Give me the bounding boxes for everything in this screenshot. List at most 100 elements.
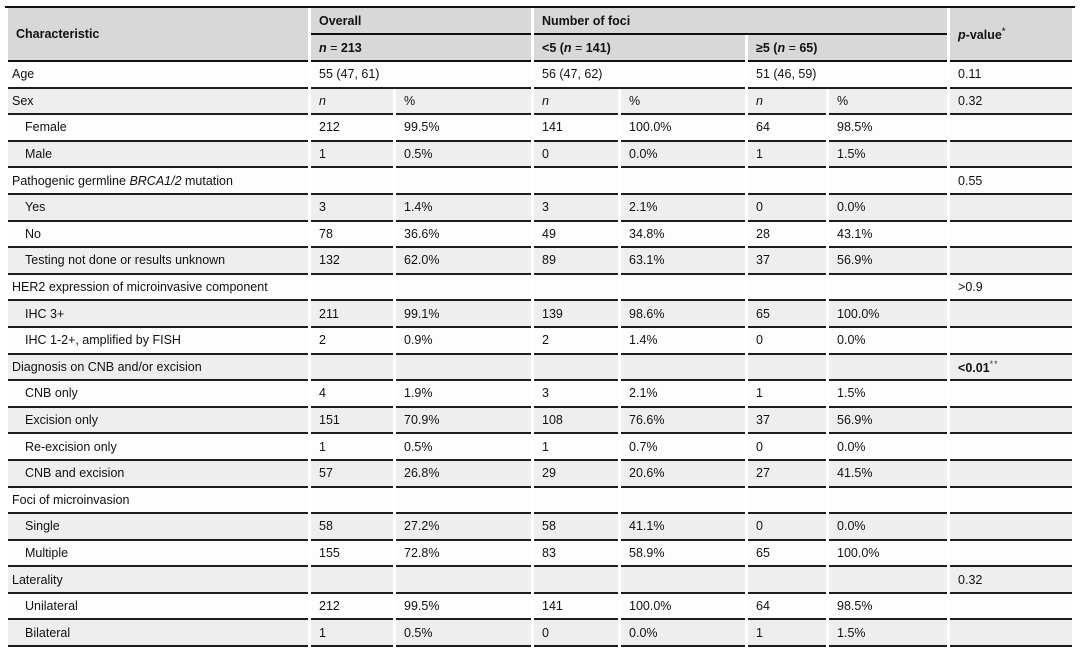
cell-ge5-n: [748, 487, 827, 515]
row-label: Male: [8, 141, 308, 169]
cell-p-value: [950, 194, 1073, 222]
cell-overall-n: 78: [311, 221, 393, 249]
cell-overall-pct: 99.5%: [396, 593, 532, 621]
row-label: Bilateral: [8, 620, 308, 648]
cell-overall-pct: 0.5%: [396, 141, 532, 169]
cell-lt5-pct: 63.1%: [621, 248, 746, 275]
cell-ge5-n: 64: [748, 115, 827, 142]
text-segment: <0.01: [958, 360, 990, 375]
col-header-lt5-n: <5 (n = 141): [534, 35, 746, 62]
cell-p-value: [950, 487, 1073, 515]
cell-p-value: 0.32: [950, 88, 1073, 116]
cell-ge5-pct: 0.0%: [829, 327, 948, 355]
table-row-foci-single: Single 58 27.2% 58 41.1% 0 0.0%: [8, 514, 1073, 541]
cell-lt5-pct: 100.0%: [621, 593, 746, 621]
cell-overall-n: [311, 274, 393, 302]
cell-lt5-n: 83: [534, 540, 619, 568]
cell-ge5-pct: 56.9%: [829, 407, 948, 435]
cell-lt5-n: 49: [534, 221, 619, 249]
cell-lt5-n: 56 (47, 62): [534, 62, 746, 89]
cell-overall-n: n: [311, 88, 393, 116]
cell-lt5-n: 29: [534, 460, 619, 488]
cell-lt5-pct: [621, 567, 746, 594]
cell-overall-n: 3: [311, 194, 393, 222]
cell-overall-n: 58: [311, 514, 393, 541]
col-header-ge5-n: ≥5 (n = 65): [748, 35, 948, 62]
cell-p-value: 0.11: [950, 62, 1073, 89]
cell-overall-n: 2: [311, 327, 393, 355]
cell-overall-n: 151: [311, 407, 393, 435]
row-label: Pathogenic germline BRCA1/2 mutation: [8, 168, 308, 195]
cell-ge5-n: 1: [748, 381, 827, 408]
cell-lt5-pct: 58.9%: [621, 540, 746, 568]
col-header-overall: Overall: [311, 8, 532, 35]
cell-overall-pct: [396, 274, 532, 302]
cell-lt5-n: 108: [534, 407, 619, 435]
text-segment: 141): [585, 40, 611, 55]
cell-p-value: [950, 540, 1073, 568]
cell-overall-pct: 1.4%: [396, 194, 532, 222]
cell-lt5-pct: 0.0%: [621, 620, 746, 648]
table-row-laterality-unilateral: Unilateral 212 99.5% 141 100.0% 64 98.5%: [8, 593, 1073, 621]
text-segment: <5 (: [542, 40, 564, 55]
cell-overall-pct: 0.9%: [396, 327, 532, 355]
row-label: Multiple: [8, 540, 308, 568]
row-label: No: [8, 221, 308, 249]
col-header-p-value: p-value*: [950, 8, 1073, 62]
cell-lt5-n: [534, 567, 619, 594]
cell-ge5-n: 37: [748, 248, 827, 275]
cell-ge5-pct: 1.5%: [829, 141, 948, 169]
cell-ge5-pct: 41.5%: [829, 460, 948, 488]
cell-ge5-pct: 0.0%: [829, 194, 948, 222]
cell-ge5-n: 1: [748, 141, 827, 169]
cell-ge5-pct: 100.0%: [829, 540, 948, 568]
cell-overall-pct: 0.5%: [396, 434, 532, 461]
cell-lt5-pct: 0.0%: [621, 141, 746, 169]
clinical-characteristics-table: Characteristic Overall Number of foci p-val…: [5, 8, 1075, 648]
table-row-brca-mutation: Pathogenic germline BRCA1/2 mutation 0.55: [8, 168, 1073, 195]
table-row-sex-female: Female 212 99.5% 141 100.0% 64 98.5%: [8, 115, 1073, 142]
cell-lt5-pct: [621, 168, 746, 195]
text-segment: Number of foci: [542, 13, 631, 28]
text-segment: -value: [965, 28, 1002, 43]
cell-p-value: [950, 221, 1073, 249]
table-row-foci-multiple: Multiple 155 72.8% 83 58.9% 65 100.0%: [8, 540, 1073, 568]
text-segment: p: [958, 28, 966, 43]
row-label: Foci of microinvasion: [8, 487, 308, 515]
cell-lt5-pct: [621, 354, 746, 382]
cell-ge5-pct: 0.0%: [829, 514, 948, 541]
cell-overall-n: 212: [311, 115, 393, 142]
cell-overall-pct: 99.1%: [396, 301, 532, 328]
row-label: IHC 1-2+, amplified by FISH: [8, 327, 308, 355]
cell-overall-n: 211: [311, 301, 393, 328]
cell-ge5-n: 65: [748, 301, 827, 328]
col-header-characteristic: Characteristic: [8, 8, 308, 62]
cell-ge5-n: 1: [748, 620, 827, 648]
cell-lt5-n: 141: [534, 115, 619, 142]
cell-p-value: [950, 301, 1073, 328]
cell-overall-pct: 36.6%: [396, 221, 532, 249]
table-row-laterality-bilateral: Bilateral 1 0.5% 0 0.0% 1 1.5%: [8, 620, 1073, 648]
row-label: Excision only: [8, 407, 308, 435]
cell-lt5-pct: 1.4%: [621, 327, 746, 355]
cell-overall-n: [311, 168, 393, 195]
row-label: Sex: [8, 88, 308, 116]
col-header-number-of-foci: Number of foci: [534, 8, 948, 35]
cell-p-value: 0.55: [950, 168, 1073, 195]
row-label: Re-excision only: [8, 434, 308, 461]
cell-lt5-pct: 2.1%: [621, 381, 746, 408]
table-row-foci-of-microinvasion: Foci of microinvasion: [8, 487, 1073, 515]
text-segment: =: [785, 40, 800, 55]
row-label: Laterality: [8, 567, 308, 594]
cell-overall-pct: 1.9%: [396, 381, 532, 408]
cell-lt5-n: 2: [534, 327, 619, 355]
table-header: Characteristic Overall Number of foci p-val…: [8, 8, 1073, 62]
table-row-age: Age 55 (47, 61) 56 (47, 62) 51 (46, 59) 0.11: [8, 62, 1073, 89]
cell-ge5-n: 64: [748, 593, 827, 621]
table-row-diagnosis-cnb-excision: Diagnosis on CNB and/or excision <0.01**: [8, 354, 1073, 382]
text-segment: n: [542, 93, 549, 108]
cell-ge5-pct: [829, 354, 948, 382]
cell-lt5-pct: 41.1%: [621, 514, 746, 541]
cell-overall-n: 55 (47, 61): [311, 62, 532, 89]
cell-lt5-n: 141: [534, 593, 619, 621]
